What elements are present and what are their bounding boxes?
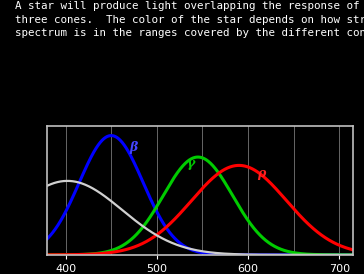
Text: β: β (130, 141, 138, 154)
Text: ρ: ρ (257, 167, 266, 180)
Text: A star will produce light overlapping the response of all
three cones.  The colo: A star will produce light overlapping th… (15, 1, 364, 38)
Text: γ: γ (187, 156, 195, 170)
